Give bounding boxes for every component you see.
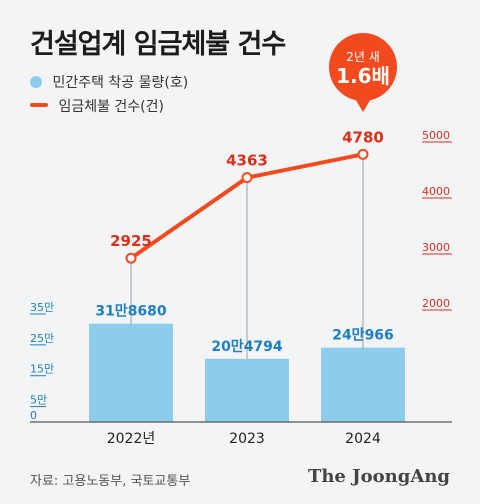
legend-item-line: 임금체불 건수(건) (30, 96, 164, 116)
chart-title: 건설업계 임금체불 건수 (30, 29, 286, 60)
callout-text-line1: 2년 새 (346, 50, 380, 64)
line-point (241, 172, 253, 184)
left-axis-tick-label: 0 (30, 409, 37, 422)
left-axis-tick-label: 15만 (30, 363, 54, 376)
x-tick-label: 2024 (345, 431, 381, 447)
bar-value-label: 24만966 (332, 328, 394, 344)
right-axis-tick-label: 3000 (422, 241, 450, 254)
bar-value-label: 20만4794 (211, 339, 283, 355)
line-value-label: 4780 (342, 128, 384, 146)
bar (321, 347, 405, 422)
source-note: 자료: 고용노동부, 국토교통부 (30, 474, 191, 489)
callout-pointer (354, 97, 372, 112)
legend-bar-swatch (30, 76, 42, 88)
callout-text-line2: 1.6배 (336, 64, 390, 88)
left-axis-tick-label: 5만 (30, 394, 47, 407)
right-axis-tick-label: 5000 (422, 129, 450, 142)
line-value-label: 4363 (226, 152, 268, 170)
bar (205, 358, 289, 422)
legend-line-label: 임금체불 건수(건) (58, 99, 164, 115)
left-axis-tick-label: 25만 (30, 332, 54, 345)
brand-logo: The JoongAng (307, 466, 450, 487)
x-tick-label: 2022년 (107, 431, 156, 447)
line-point (357, 148, 369, 160)
x-tick-label: 2023 (229, 431, 265, 447)
legend-bar-label: 민간주택 착공 물량(호) (52, 75, 189, 91)
right-axis-tick-label: 4000 (422, 185, 450, 198)
line-point (125, 252, 137, 264)
legend-line-swatch (30, 103, 48, 107)
legend-item-bars: 민간주택 착공 물량(호) (30, 72, 188, 92)
left-axis-tick-label: 35만 (30, 301, 54, 314)
bar (89, 323, 173, 422)
line-value-label: 2925 (110, 232, 152, 250)
bar-value-label: 31만8680 (95, 304, 167, 320)
callout-bubble (329, 33, 397, 101)
right-axis-tick-label: 2000 (422, 297, 450, 310)
